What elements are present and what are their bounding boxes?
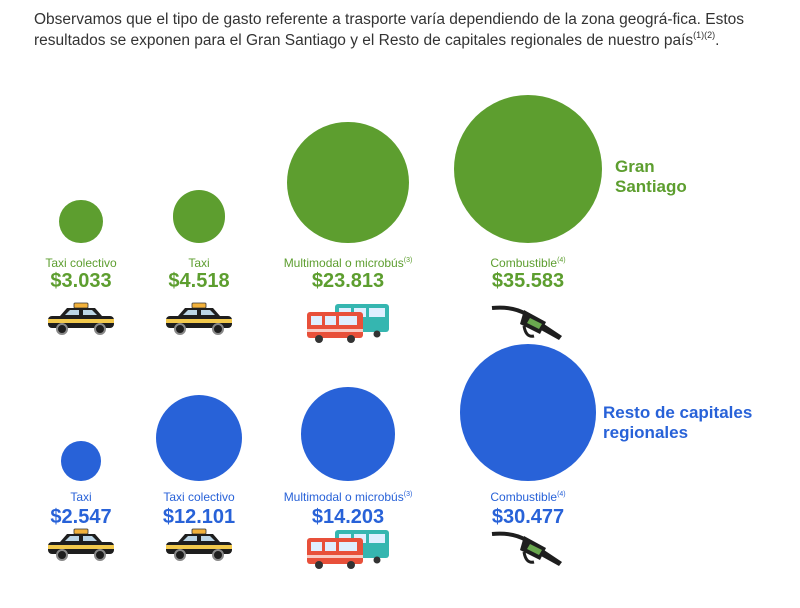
intro-text: Observamos que el tipo de gasto referent… [34, 11, 744, 49]
resto-label-line1: Resto de capitales [603, 403, 753, 422]
category-label-text: Multimodal o microbús [283, 490, 404, 504]
category-label: Taxi [119, 256, 279, 270]
category-label: Combustible(4) [448, 256, 608, 270]
bubble-resto-3 [459, 344, 597, 481]
value-label: $35.583 [491, 270, 565, 292]
value-label: $4.518 [168, 270, 230, 292]
category-ref: (4) [557, 257, 566, 264]
resto-label-line2: regionales [603, 423, 689, 442]
gran-santiago-label-line1: Gran [615, 157, 655, 176]
category-label-text: Combustible [490, 490, 558, 504]
category-label: Taxi colectivo [119, 490, 279, 504]
bubble-gran-santiago-0 [59, 199, 103, 243]
gran-santiago-label-line2: Santiago [615, 177, 687, 196]
bubble-resto-2 [301, 387, 395, 481]
resto-label: Resto de capitales regionales [603, 403, 752, 443]
value-label: $30.477 [491, 506, 565, 528]
category-label-text: Multimodal o microbús [283, 256, 404, 270]
category-label-text: Taxi [70, 490, 92, 504]
intro-refs: (1)(2) [693, 30, 716, 40]
bubble-gran-santiago-2 [287, 121, 409, 243]
category-label: Combustible(4) [448, 490, 608, 504]
bubble-resto-1 [155, 394, 243, 481]
category-label-text: Taxi [188, 256, 210, 270]
bubble-gran-santiago-1 [172, 190, 226, 243]
taxi-icon [163, 528, 235, 567]
taxi-icon [163, 302, 235, 341]
value-label: $3.033 [50, 270, 112, 292]
fuel-nozzle-icon [490, 528, 566, 575]
gran-santiago-label: Gran Santiago [615, 157, 687, 197]
bubble-resto-0 [61, 441, 101, 481]
value-label: $2.547 [50, 506, 112, 528]
bus-icon [305, 302, 391, 349]
category-label: Multimodal o microbús(3) [268, 490, 428, 504]
value-label: $14.203 [311, 506, 385, 528]
category-ref: (3) [403, 257, 413, 264]
bus-icon [305, 528, 391, 575]
category-label-text: Taxi colectivo [45, 256, 117, 270]
category-ref: (4) [557, 491, 566, 498]
fuel-nozzle-icon [490, 302, 566, 349]
category-label: Taxi colectivo [1, 256, 161, 270]
bubble-gran-santiago-3 [454, 95, 602, 243]
value-label: $12.101 [162, 506, 236, 528]
category-ref: (3) [403, 491, 413, 498]
category-label: Multimodal o microbús(3) [268, 256, 428, 270]
category-label-text: Combustible [490, 256, 558, 270]
intro-paragraph: Observamos que el tipo de gasto referent… [34, 9, 774, 51]
category-label: Taxi [1, 490, 161, 504]
taxi-icon [45, 302, 117, 341]
value-label: $23.813 [311, 270, 385, 292]
category-label-text: Taxi colectivo [163, 490, 235, 504]
taxi-icon [45, 528, 117, 567]
intro-end: . [715, 32, 720, 49]
